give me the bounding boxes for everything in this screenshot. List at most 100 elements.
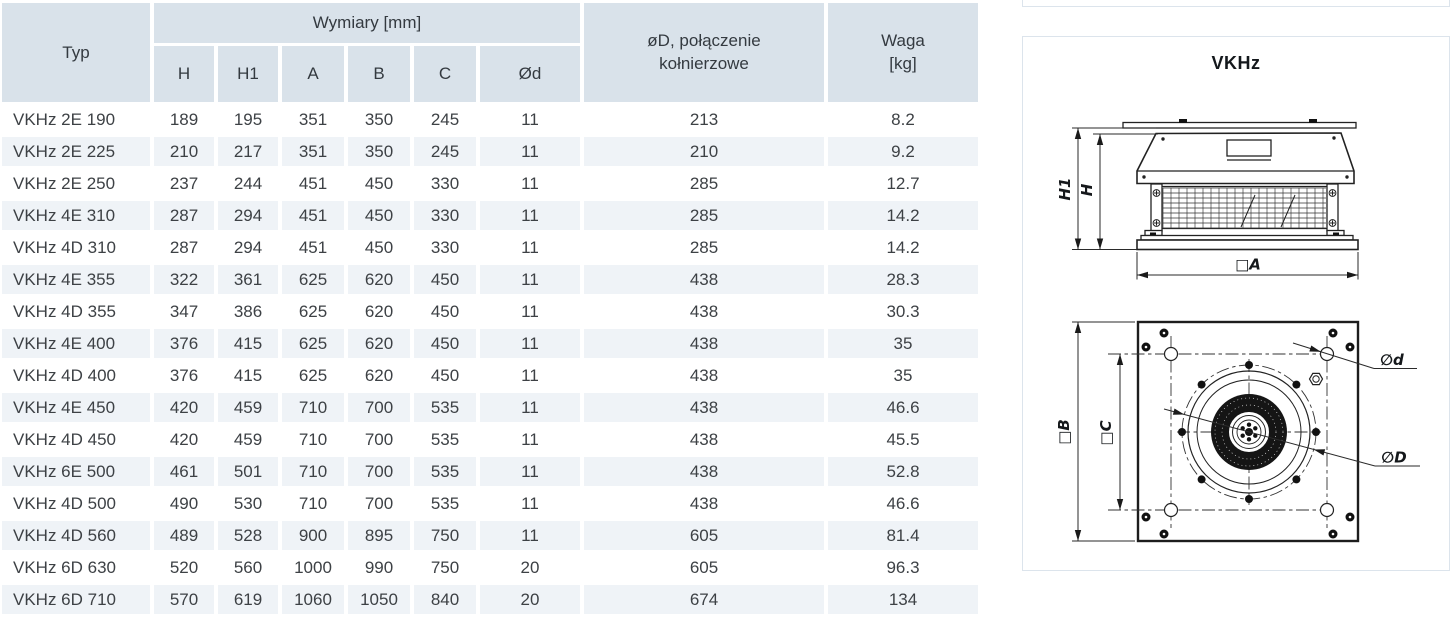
cell-typ: VKHz 4E 355 [2,265,150,294]
col-header-flange: øD, połączenie kołnierzowe [584,3,824,102]
col-header-a: A [282,46,344,102]
cell-flange: 438 [584,329,824,358]
cell-weight: 52.8 [828,457,978,486]
cell-h: 420 [154,393,214,422]
cell-h1: 294 [233,237,263,257]
cell-a: 710 [282,393,344,422]
cell-weight: 30.3 [886,301,920,321]
table-row: VKHz 6E 500 461 501 710 700 535 11 438 52.8 [2,457,978,486]
cell-flange: 285 [584,201,824,230]
cell-typ: VKHz 4D 400 [13,365,116,385]
cell-h1: 217 [218,137,278,166]
table-row: VKHz 4D 400 376 415 625 620 450 11 438 35 [2,361,978,390]
cell-weight: 46.6 [886,493,920,513]
cell-c: 750 [414,521,476,550]
cell-a: 710 [282,457,344,486]
cell-b: 700 [364,429,394,449]
col-header-h: H [154,46,214,102]
cell-h: 322 [154,265,214,294]
cell-typ: VKHz 2E 225 [2,137,150,166]
cell-od: 11 [480,393,580,422]
cell-typ: VKHz 6D 630 [13,557,116,577]
cell-b: 895 [348,521,410,550]
dim-label-b: □B [1055,419,1073,445]
cell-c: 330 [430,237,460,257]
cell-c: 245 [430,109,460,129]
table-row: VKHz 2E 225 210 217 351 350 245 11 210 9.2 [2,137,978,166]
table-row: VKHz 6D 710 570 619 1060 1050 840 20 674 134 [2,585,978,614]
cell-h: 189 [169,109,199,129]
table-row: VKHz 4D 450 420 459 710 700 535 11 438 45.5 [2,425,978,454]
cell-flange: 438 [584,393,824,422]
cell-h1: 361 [218,265,278,294]
cell-flange: 438 [689,493,719,513]
cell-c: 245 [414,137,476,166]
cell-flange: 438 [584,457,824,486]
cell-a: 451 [298,237,328,257]
drawing-panel: VKHz [1022,36,1450,571]
cell-od: 11 [521,173,539,193]
cell-weight: 12.7 [886,173,920,193]
cell-h: 287 [169,237,199,257]
cell-a: 900 [282,521,344,550]
cell-a: 710 [298,493,328,513]
cell-typ: VKHz 2E 190 [13,109,116,129]
cell-weight: 9.2 [828,137,978,166]
cell-c: 330 [430,173,460,193]
table-row: VKHz 4D 560 489 528 900 895 750 11 605 81.4 [2,521,978,550]
cell-h: 489 [154,521,214,550]
cell-od: 11 [480,265,580,294]
cell-b: 620 [364,365,394,385]
cell-a: 1060 [282,585,344,614]
cell-weight: 134 [828,585,978,614]
cell-weight: 35 [893,365,913,385]
fan-bottom-view [1108,320,1360,543]
cell-a: 710 [298,429,328,449]
upper-panel-edge [1022,0,1450,7]
col-header-h1: H1 [218,46,278,102]
cell-typ: VKHz 4D 355 [13,301,116,321]
cell-od: 11 [521,109,539,129]
cell-flange: 285 [689,237,719,257]
cell-flange: 438 [689,365,719,385]
table-body: VKHz 2E 190 189 195 351 350 245 11 213 8.2 VKHz 2… [2,105,978,614]
bottom-view-dimensions [1072,321,1420,542]
col-header-od: Ød [480,46,580,102]
cell-b: 450 [364,173,394,193]
cell-flange: 285 [689,173,719,193]
cell-od: 11 [521,493,539,513]
cell-flange: 438 [689,429,719,449]
dim-label-d-big: ∅D [1381,449,1406,467]
cell-b: 350 [364,109,394,129]
cell-c: 330 [414,201,476,230]
cell-c: 450 [414,265,476,294]
cell-h1: 619 [218,585,278,614]
cell-weight: 81.4 [828,521,978,550]
cell-h1: 415 [218,329,278,358]
cell-typ: VKHz 4D 310 [13,237,116,257]
cell-typ: VKHz 4E 310 [2,201,150,230]
cell-flange: 605 [584,521,824,550]
cell-h: 347 [169,301,199,321]
cell-od: 11 [480,137,580,166]
cell-od: 11 [521,365,539,385]
table-row: VKHz 4E 355 322 361 625 620 450 11 438 28.3 [2,265,978,294]
cell-typ: VKHz 4D 500 [13,493,116,513]
cell-c: 535 [430,493,460,513]
cell-a: 1000 [294,557,332,577]
cell-h1: 244 [233,173,263,193]
cell-b: 700 [348,393,410,422]
cell-h1: 459 [218,393,278,422]
cell-b: 700 [348,457,410,486]
cell-h1: 528 [218,521,278,550]
cell-c: 750 [430,557,460,577]
table-row: VKHz 4E 400 376 415 625 620 450 11 438 35 [2,329,978,358]
cell-c: 450 [430,301,460,321]
cell-flange: 605 [689,557,719,577]
cell-a: 625 [298,365,328,385]
dim-label-c: □C [1097,420,1115,445]
cell-a: 625 [282,265,344,294]
cell-a: 625 [282,329,344,358]
cell-typ: VKHz 4D 450 [13,429,116,449]
cell-flange: 674 [584,585,824,614]
